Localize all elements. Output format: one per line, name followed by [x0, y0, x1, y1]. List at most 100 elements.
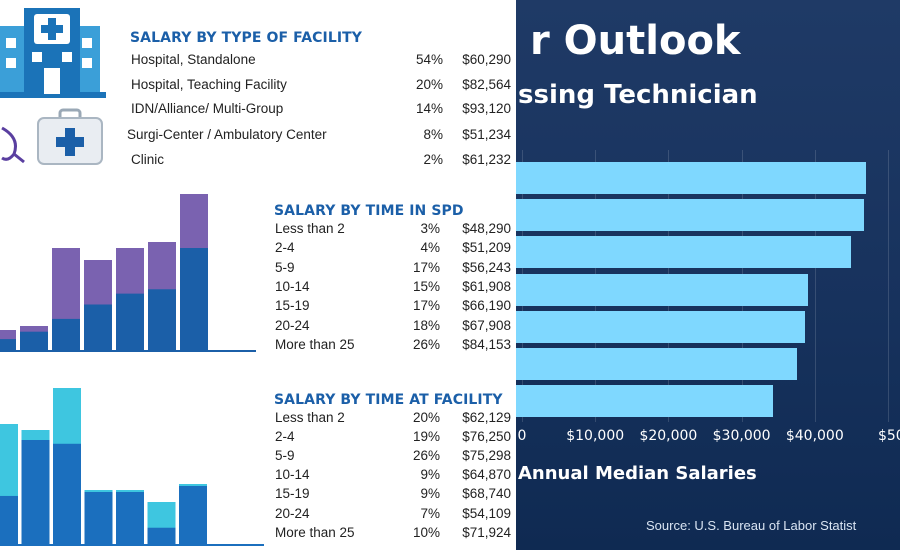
facility-time-bar-chart	[0, 388, 264, 546]
spd-label: 5-9	[275, 259, 295, 275]
facility-time-pct: 9%	[420, 467, 440, 483]
bar-salary	[148, 289, 176, 350]
facility-time-pct: 10%	[412, 524, 440, 540]
facility-time-label: 10-14	[275, 467, 310, 483]
spd-label: 20-24	[275, 317, 310, 333]
facility-time-label: 20-24	[275, 505, 310, 521]
facility-time-salary: $68,740	[462, 486, 511, 502]
facility-label: Clinic	[131, 152, 165, 167]
facility-time-salary: $71,924	[462, 524, 511, 540]
spd-row: 10-14 15% $61,908	[0, 279, 516, 303]
facility-salary: $82,564	[462, 77, 511, 92]
facility-label: Hospital, Standalone	[131, 52, 256, 67]
spd-label: 15-19	[275, 298, 310, 314]
facility-time-pct: 7%	[420, 505, 440, 521]
first-aid-kit-icon	[37, 108, 103, 165]
hospital-building-icon	[0, 8, 106, 98]
facility-pct: 14%	[415, 101, 443, 116]
spd-row: 5-9 17% $56,243	[0, 260, 516, 284]
bar-salary	[53, 443, 81, 544]
spd-label: 2-4	[275, 240, 295, 256]
facility-time-row: Less than 2 20% $62,129	[0, 410, 516, 434]
facility-salary: $60,290	[462, 52, 511, 67]
spd-row: 15-19 17% $66,190	[0, 298, 516, 322]
spd-row: Less than 2 3% $48,290	[0, 221, 516, 245]
outlook-subtitle: ssing Technician	[518, 80, 758, 110]
facility-row: Surgi-Center / Ambulatory Center 8% $51,23…	[0, 127, 516, 151]
facility-salary: $61,232	[462, 152, 511, 167]
chart-baseline	[0, 350, 256, 352]
spd-salary: $66,190	[462, 298, 511, 314]
spd-pct: 17%	[412, 259, 440, 275]
facility-label: IDN/Alliance/ Multi-Group	[131, 101, 284, 116]
gridline	[888, 150, 889, 422]
source-text: Source: U.S. Bureau of Labor Statist	[646, 518, 857, 533]
facility-time-pct: 9%	[420, 486, 440, 502]
chart-baseline	[0, 544, 264, 546]
spd-pct: 4%	[420, 240, 440, 256]
salary-bar	[516, 385, 774, 418]
facility-pct: 20%	[415, 77, 443, 92]
facility-pct: 2%	[423, 152, 443, 167]
facility-time-pct: 26%	[412, 448, 440, 464]
facility-pct: 54%	[415, 52, 443, 67]
facility-section-title: SALARY BY TYPE OF FACILITY	[130, 30, 363, 46]
x-tick-label: 0	[517, 428, 527, 444]
spd-salary: $67,908	[462, 317, 511, 333]
spd-section-title: SALARY BY TIME IN SPD	[274, 203, 464, 219]
bar-salary	[84, 492, 113, 544]
facility-time-salary: $76,250	[462, 429, 511, 445]
x-tick-label: $20,000	[639, 428, 698, 444]
bar-salary	[20, 331, 48, 350]
bar-salary	[116, 492, 144, 544]
salary-bar	[516, 348, 798, 380]
facility-time-row: 10-14 9% $64,870	[0, 467, 516, 491]
facility-time-row: 20-24 7% $54,109	[0, 506, 516, 530]
outlook-title: r Outlook	[530, 18, 741, 64]
bar-salary	[0, 339, 16, 350]
facility-label: Hospital, Teaching Facility	[131, 77, 287, 92]
spd-salary: $51,209	[462, 240, 511, 256]
facility-time-row: 15-19 9% $68,740	[0, 486, 516, 510]
x-axis-label: Annual Median Salaries	[518, 463, 757, 484]
facility-time-salary: $62,129	[462, 410, 511, 425]
spd-label: 10-14	[275, 278, 310, 294]
bar-salary	[21, 440, 50, 544]
spd-row: 2-4 4% $51,209	[0, 240, 516, 264]
bar-salary	[0, 495, 18, 544]
facility-time-label: 5-9	[275, 448, 295, 464]
bar-salary	[52, 318, 80, 350]
wheelchair-icon	[1, 126, 25, 164]
spd-pct: 15%	[412, 278, 440, 294]
spd-salary: $56,243	[462, 259, 511, 275]
facility-time-row: 2-4 19% $76,250	[0, 429, 516, 453]
facility-time-row: More than 25 10% $71,924	[0, 525, 516, 549]
facility-time-salary: $75,298	[462, 448, 511, 464]
salary-infographic: SALARY BY TYPE OF FACILITY Hospital, Sta…	[0, 8, 516, 549]
bar-salary	[147, 527, 176, 544]
facility-time-pct: 20%	[412, 410, 440, 425]
spd-salary: $61,908	[462, 278, 511, 294]
facility-time-label: 2-4	[275, 429, 295, 445]
facility-salary: $93,120	[462, 101, 511, 116]
facility-time-section-title: SALARY BY TIME AT FACILITY	[274, 392, 503, 408]
facility-time-pct: 19%	[412, 429, 440, 445]
outlook-panel: r Outlook ssing Technician 0 $10,000 $20,0…	[516, 0, 900, 550]
facility-row: IDN/Alliance/ Multi-Group 14% $93,120	[0, 101, 516, 125]
facility-time-row: 5-9 26% $75,298	[0, 448, 516, 472]
spd-bar-chart	[0, 194, 256, 352]
spd-salary: $48,290	[462, 221, 511, 236]
spd-pct: 3%	[420, 221, 440, 236]
spd-label: Less than 2	[275, 221, 345, 236]
x-tick-label: $50,0	[877, 428, 900, 444]
facility-salary: $51,234	[462, 127, 511, 142]
salary-bar	[516, 199, 864, 232]
salary-bar	[516, 273, 809, 306]
facility-time-salary: $64,870	[462, 467, 511, 483]
bar-salary	[179, 486, 207, 544]
spd-pct: 17%	[412, 298, 440, 314]
facility-row: Hospital, Standalone 54% $60,290	[0, 52, 516, 76]
bar-salary	[180, 248, 208, 350]
spd-row: 20-24 18% $67,908	[0, 318, 516, 342]
gridline	[814, 150, 816, 422]
